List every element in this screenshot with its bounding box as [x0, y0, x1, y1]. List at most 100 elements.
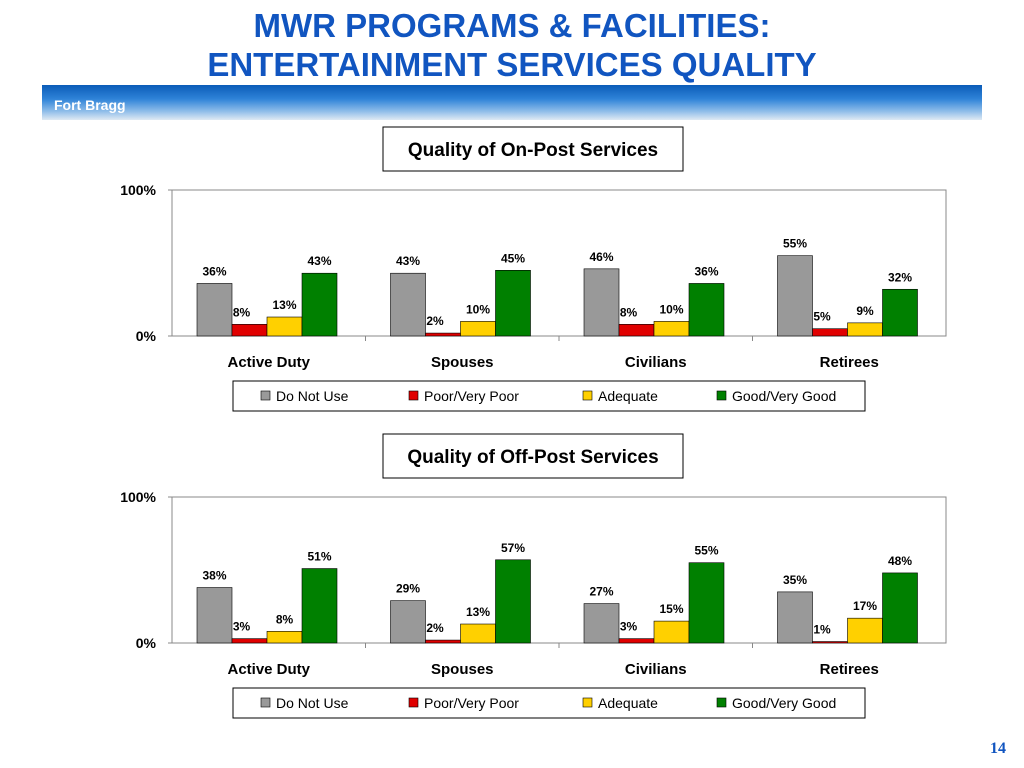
page-number: 14 [990, 740, 1006, 757]
data-label: 29% [396, 582, 420, 596]
bar-good-very-good-active-duty [301, 568, 338, 644]
bar-do-not-use-retirees [777, 591, 813, 644]
data-label: 45% [501, 251, 525, 265]
bar-adequate-spouses [460, 623, 496, 644]
bar-good-very-good-active-duty [301, 272, 338, 337]
y-tick-label: 0% [136, 635, 157, 651]
bar-good-very-good-civilians [688, 283, 725, 337]
bar-poor-very-poor-retirees [812, 328, 848, 337]
plot-area [171, 189, 947, 337]
plot-area [171, 496, 947, 644]
x-category-label: Retirees [820, 661, 879, 678]
bar-good-very-good-spouses [495, 559, 531, 644]
data-label: 9% [856, 304, 874, 318]
data-label: 55% [783, 237, 807, 251]
legend-label-poor-very-poor: Poor/Very Poor [424, 388, 519, 404]
x-category-label: Civilians [625, 354, 687, 371]
data-label: 57% [501, 541, 525, 555]
bar-do-not-use-active-duty [196, 587, 233, 644]
data-label: 2% [426, 621, 444, 635]
data-label: 10% [659, 302, 683, 316]
data-label: 55% [694, 544, 718, 558]
legend-label-adequate: Adequate [598, 388, 658, 404]
data-label: 13% [466, 605, 490, 619]
data-label: 51% [307, 550, 331, 564]
data-label: 10% [466, 302, 490, 316]
bar-good-very-good-civilians [688, 562, 725, 644]
chart-title-box [382, 126, 684, 172]
legend-box [232, 687, 866, 719]
header-banner: Fort Bragg [42, 85, 982, 120]
bar-poor-very-poor-spouses [425, 332, 461, 337]
legend-swatch-adequate [582, 390, 593, 401]
data-label: 27% [589, 585, 613, 599]
data-label: 3% [620, 620, 638, 634]
x-category-label: Retirees [820, 354, 879, 371]
data-label: 36% [202, 264, 226, 278]
bar-poor-very-poor-active-duty [231, 638, 268, 644]
data-label: 8% [276, 612, 294, 626]
bar-adequate-active-duty [266, 316, 303, 337]
legend-label-do-not-use: Do Not Use [276, 695, 349, 711]
x-category-label: Spouses [431, 354, 494, 371]
data-label: 43% [396, 254, 420, 268]
page-title-line-2: ENTERTAINMENT SERVICES QUALITY [207, 46, 817, 83]
data-label: 35% [783, 573, 807, 587]
x-category-label: Spouses [431, 661, 494, 678]
legend-swatch-do-not-use [260, 390, 271, 401]
legend-box [232, 380, 866, 412]
data-label: 38% [202, 569, 226, 583]
y-tick-label: 100% [120, 182, 156, 198]
chart-title-box [382, 433, 684, 479]
legend-swatch-good-very-good [716, 390, 727, 401]
x-category-label: Active Duty [227, 354, 310, 371]
chart-title: Quality of On-Post Services [408, 140, 658, 161]
bar-good-very-good-spouses [495, 270, 531, 337]
legend-label-do-not-use: Do Not Use [276, 388, 349, 404]
data-label: 15% [659, 602, 683, 616]
legend-swatch-adequate [582, 697, 593, 708]
data-label: 8% [233, 305, 251, 319]
data-label: 17% [853, 599, 877, 613]
bar-do-not-use-active-duty [196, 283, 233, 337]
y-tick-label: 100% [120, 489, 156, 505]
data-label: 2% [426, 314, 444, 328]
chart-title: Quality of Off-Post Services [407, 447, 658, 468]
data-label: 8% [620, 305, 638, 319]
legend-label-good-very-good: Good/Very Good [732, 388, 836, 404]
data-label: 46% [589, 250, 613, 264]
legend-label-adequate: Adequate [598, 695, 658, 711]
bar-adequate-retirees [847, 617, 883, 644]
legend-swatch-poor-very-poor [408, 390, 419, 401]
bar-poor-very-poor-spouses [425, 639, 461, 644]
bar-adequate-active-duty [266, 631, 303, 644]
x-category-label: Civilians [625, 661, 687, 678]
bar-do-not-use-retirees [777, 255, 813, 337]
legend-swatch-good-very-good [716, 697, 727, 708]
page-title: MWR PROGRAMS & FACILITIES: ENTERTAINMENT… [0, 6, 1024, 84]
bar-poor-very-poor-civilians [618, 638, 655, 644]
bar-do-not-use-civilians [583, 603, 620, 644]
bar-good-very-good-retirees [882, 288, 918, 337]
legend-label-poor-very-poor: Poor/Very Poor [424, 695, 519, 711]
bar-poor-very-poor-retirees [812, 641, 848, 644]
legend-label-good-very-good: Good/Very Good [732, 695, 836, 711]
data-label: 48% [888, 554, 912, 568]
x-category-label: Active Duty [227, 661, 310, 678]
legend-swatch-poor-very-poor [408, 697, 419, 708]
bar-adequate-spouses [460, 321, 496, 337]
data-label: 13% [272, 298, 296, 312]
bar-do-not-use-spouses [390, 272, 426, 337]
data-label: 1% [813, 623, 831, 637]
bar-adequate-retirees [847, 322, 883, 337]
bar-adequate-civilians [653, 620, 690, 644]
data-label: 36% [694, 264, 718, 278]
page-title-line-1: MWR PROGRAMS & FACILITIES: [253, 7, 771, 44]
bar-do-not-use-civilians [583, 268, 620, 337]
banner-label: Fort Bragg [54, 97, 126, 113]
data-label: 43% [307, 254, 331, 268]
on-post-services-chart: Quality of On-Post Services 0% 100% 36% 8% 13… [120, 126, 947, 412]
legend-swatch-do-not-use [260, 697, 271, 708]
bar-poor-very-poor-active-duty [231, 324, 268, 337]
bar-good-very-good-retirees [882, 572, 918, 644]
